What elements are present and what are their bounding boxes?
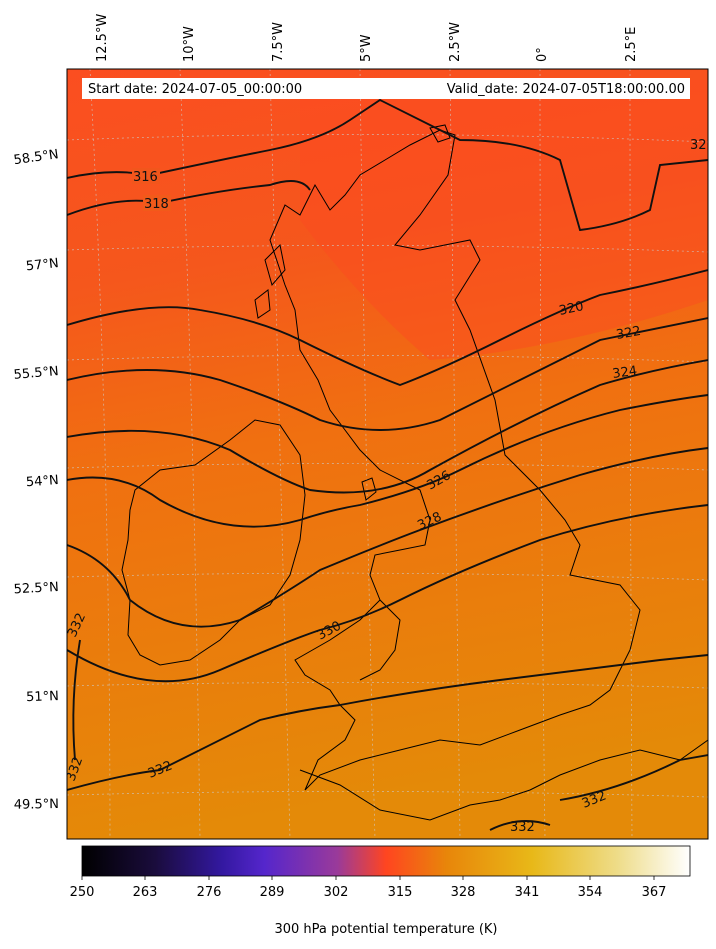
date-box xyxy=(82,78,690,99)
map-area: 316 318 32 320 322 324 326 328 330 332 3… xyxy=(67,69,708,839)
colorbar-ticks xyxy=(81,876,655,880)
coastlines xyxy=(121,124,708,821)
lat-label: 49.5°N xyxy=(14,797,59,813)
contour-318 xyxy=(67,180,311,216)
contour-330 xyxy=(67,504,708,683)
colorbar-tick-labels: 250 263 276 289 302 315 328 341 354 367 xyxy=(70,885,667,900)
valid-date-text: Valid_date: 2024-07-05T18:00:00.00 xyxy=(447,82,685,97)
lat-label: 57°N xyxy=(25,256,59,274)
contour-332-se xyxy=(559,754,708,801)
coast-france xyxy=(299,739,708,821)
contour-332-sw xyxy=(72,639,81,761)
colorbar-tick-label: 302 xyxy=(324,885,349,900)
colorbar-tick-label: 367 xyxy=(642,885,667,900)
lat-label: 51°N xyxy=(26,689,59,705)
contour-label-group: 316 318 32 320 322 324 326 328 330 332 3… xyxy=(67,138,707,835)
start-date-text: Start date: 2024-07-05_00:00:00 xyxy=(88,82,302,97)
colorbar xyxy=(81,845,691,877)
coast-ireland xyxy=(121,419,306,666)
lon-label: 10°W xyxy=(182,26,197,62)
coast-isle-of-man xyxy=(361,477,377,501)
lon-label: 12.5°W xyxy=(95,14,110,62)
colorbar-tick-label: 276 xyxy=(197,885,222,900)
colorbar-tick-label: 289 xyxy=(260,885,285,900)
contour-label: 332 xyxy=(510,820,535,835)
graticule xyxy=(67,69,708,839)
lat-label: 52.5°N xyxy=(13,580,59,597)
contour-label: 32 xyxy=(690,138,707,153)
map-frame xyxy=(66,68,709,840)
lon-label: 7.5°W xyxy=(271,22,286,62)
lat-label: 58.5°N xyxy=(13,147,60,168)
colorbar-tick-label: 250 xyxy=(70,885,95,900)
contour-322 xyxy=(67,317,708,431)
colorbar-title: 300 hPa potential temperature (K) xyxy=(274,922,497,937)
contours xyxy=(67,98,708,831)
latitude-labels: 58.5°N 57°N 55.5°N 54°N 52.5°N 51°N 49.5… xyxy=(13,147,60,813)
contour-label: 320 xyxy=(558,299,585,319)
colorbar-tick-label: 328 xyxy=(451,885,476,900)
coast-great-britain xyxy=(269,129,641,791)
longitude-labels: 12.5°W 10°W 7.5°W 5°W 2.5°W 0° 2.5°E xyxy=(95,14,639,62)
colorbar-tick-label: 341 xyxy=(515,885,540,900)
contour-332-main xyxy=(67,654,708,791)
contour-label: 316 xyxy=(133,170,158,185)
lon-label: 2.5°E xyxy=(624,27,639,62)
contour-label: 318 xyxy=(144,197,169,212)
temperature-field xyxy=(67,69,708,839)
colorbar-tick-label: 315 xyxy=(388,885,413,900)
colorbar-tick-label: 354 xyxy=(578,885,603,900)
coast-hebrides xyxy=(254,243,286,319)
lat-label: 54°N xyxy=(26,473,60,490)
contour-332-s xyxy=(489,820,551,831)
lon-label: 5°W xyxy=(359,34,374,62)
contour-324 xyxy=(67,359,708,494)
coast-orkney xyxy=(429,124,451,143)
lon-label: 2.5°W xyxy=(448,22,463,62)
contour-label: 322 xyxy=(615,324,642,343)
coast-wales xyxy=(359,599,401,681)
contour-328 xyxy=(67,447,708,628)
contour-326 xyxy=(67,394,708,528)
contour-320 xyxy=(67,269,708,387)
colorbar-tick-label: 263 xyxy=(133,885,158,900)
lat-label: 55.5°N xyxy=(13,364,59,383)
contour-label: 324 xyxy=(611,364,638,382)
lon-label: 0° xyxy=(535,47,550,62)
